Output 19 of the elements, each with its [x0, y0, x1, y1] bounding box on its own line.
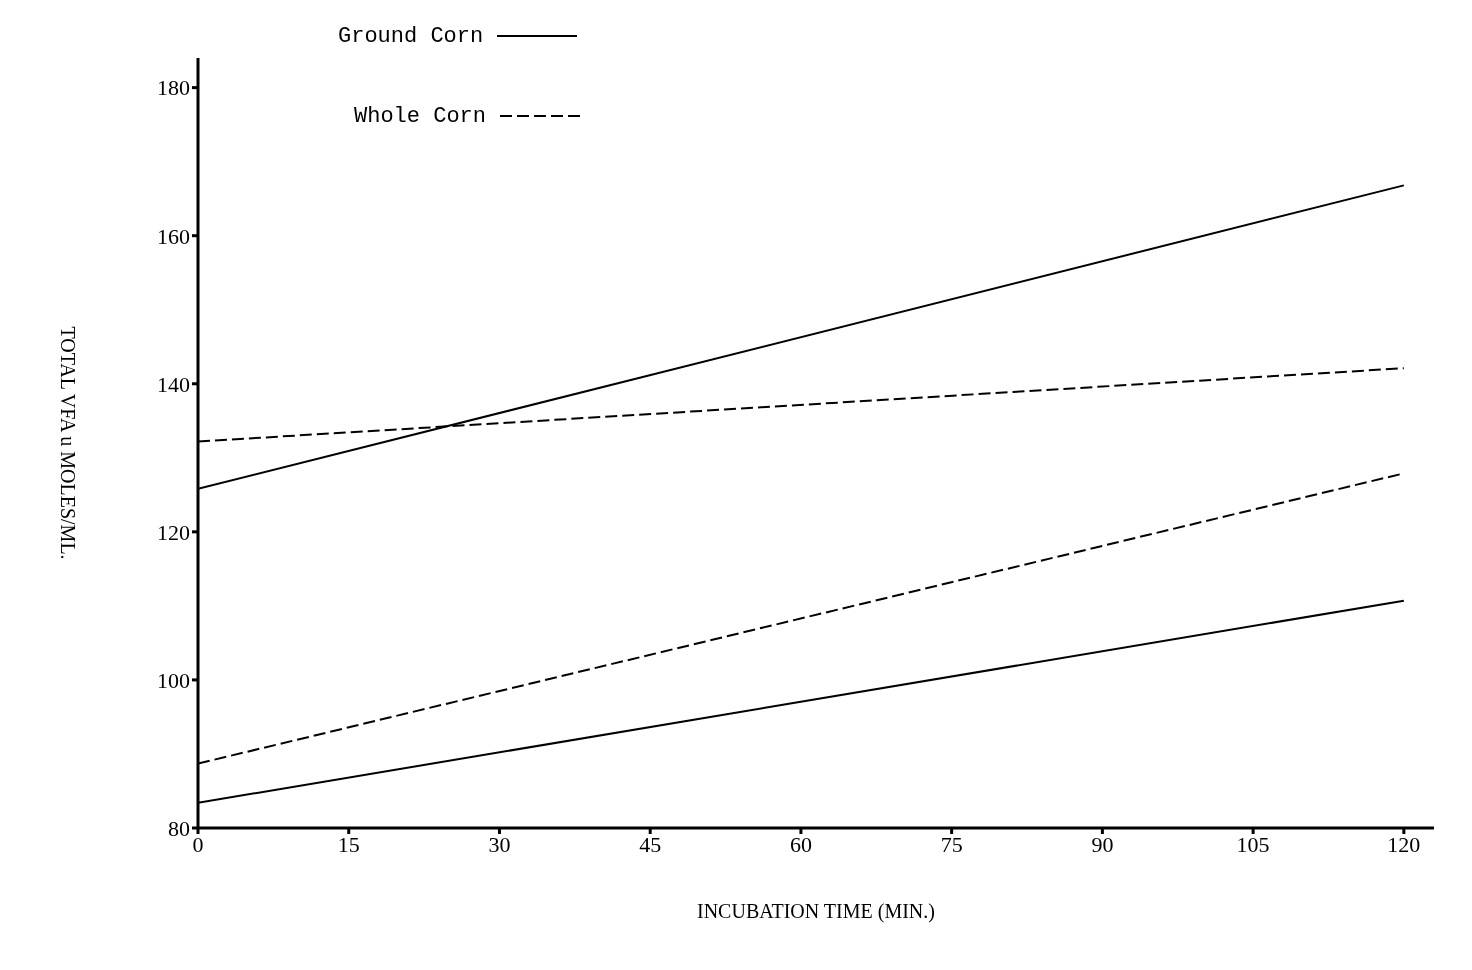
y-axis-title: TOTAL VFA u MOLES/ML. — [56, 326, 79, 560]
y-tick-label: 80 — [168, 815, 190, 841]
y-tick-label: 160 — [157, 223, 190, 249]
x-tick-label: 0 — [192, 831, 204, 857]
y-tick-label: 120 — [157, 519, 190, 545]
x-tick-label: 60 — [789, 831, 812, 857]
legend-label: Whole Corn — [354, 103, 487, 129]
y-tick-label: 140 — [157, 371, 190, 397]
x-axis-title: INCUBATION TIME (MIN.) — [697, 900, 935, 923]
legend-label: Ground Corn — [338, 23, 484, 49]
x-tick-label: 30 — [488, 831, 511, 857]
x-tick-label: 15 — [337, 831, 360, 857]
x-tick-label: 105 — [1236, 831, 1270, 857]
x-tick-label: 45 — [639, 831, 662, 857]
x-tick-label: 75 — [940, 831, 963, 857]
x-tick-label: 90 — [1091, 831, 1114, 857]
y-tick-label: 180 — [157, 75, 190, 101]
y-tick-label: 100 — [157, 667, 190, 693]
x-tick-label: 120 — [1387, 831, 1421, 857]
